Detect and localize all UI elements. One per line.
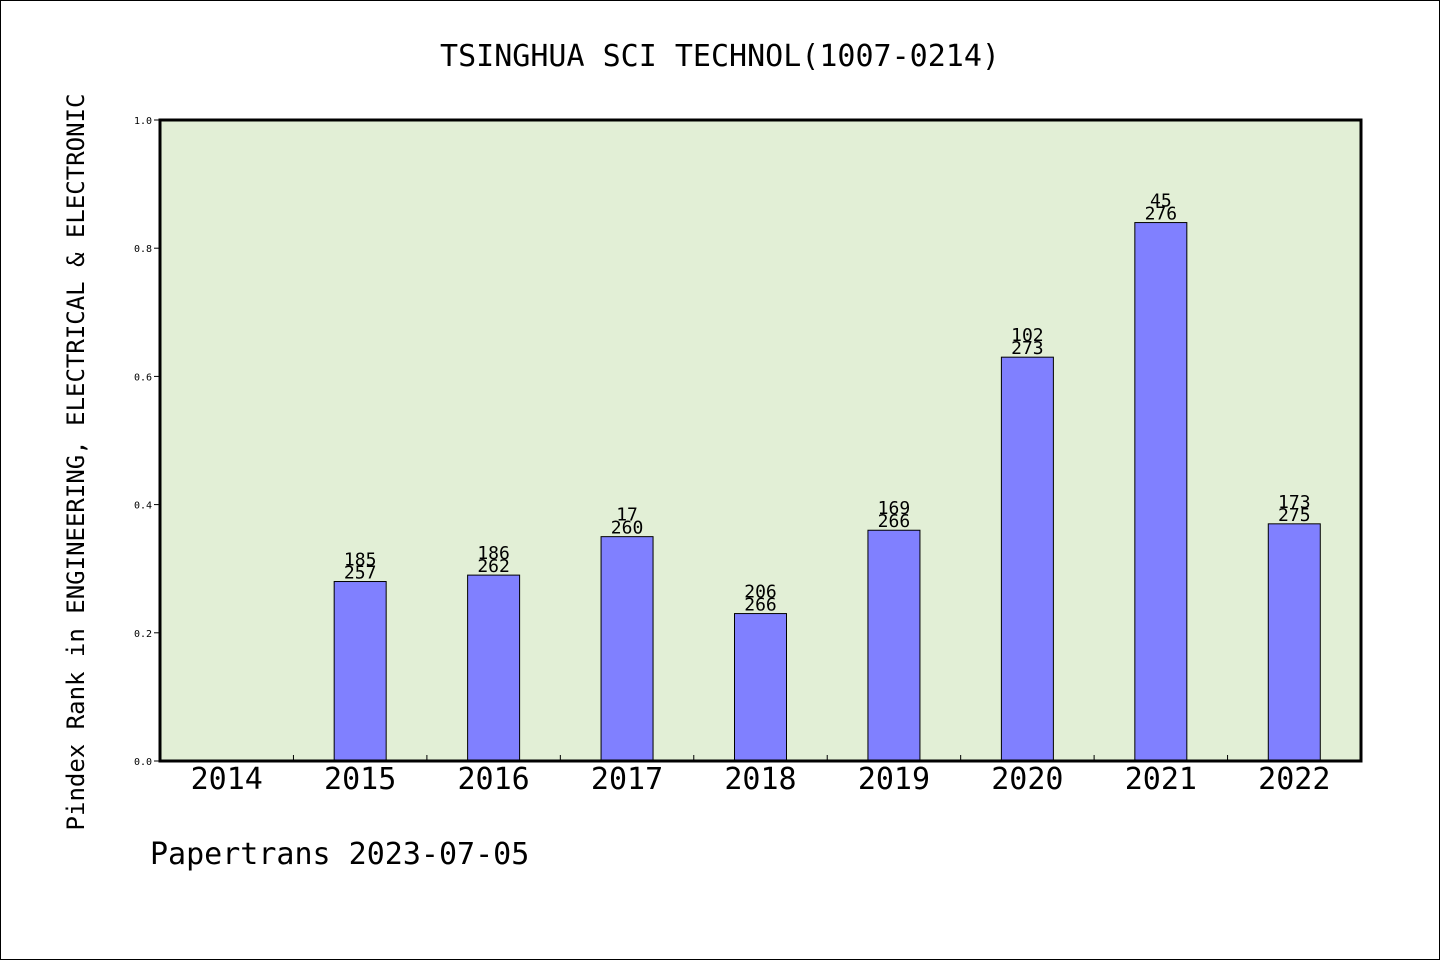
bar-2015 <box>333 581 387 762</box>
footer-credit: Papertrans 2023-07-05 <box>150 837 529 872</box>
y-tick-label: 1.0 <box>134 116 152 127</box>
x-tick-label: 2020 <box>991 762 1063 797</box>
bars <box>333 222 1321 762</box>
bar-label-top: 186 <box>477 543 510 564</box>
bar-label-bottom: 276 <box>1145 204 1178 225</box>
x-tick-label: 2021 <box>1125 762 1197 797</box>
x-tick-label: 2019 <box>858 762 930 797</box>
y-tick-label: 0.6 <box>134 372 152 383</box>
bar-label-bottom: 273 <box>1011 338 1044 359</box>
chart-title: TSINGHUA SCI TECHNOL(1007-0214) <box>440 39 1000 74</box>
axis-ticks: 0.0 0.2 0.4 0.6 0.8 1.0 2014 2015 2016 2017 2018 20… <box>134 116 1330 797</box>
x-tick-label: 2015 <box>324 762 396 797</box>
x-tick-label: 2017 <box>591 762 663 797</box>
bar-label-top: 17 <box>616 505 638 526</box>
x-tick-label: 2022 <box>1258 762 1330 797</box>
bar-label-top: 185 <box>344 550 377 571</box>
bar-label-top: 206 <box>744 582 777 603</box>
bar-label-bottom: 266 <box>744 595 777 616</box>
bar-2021 <box>1134 222 1188 762</box>
bar-label-bottom: 257 <box>344 563 377 584</box>
y-tick-label: 0.8 <box>134 244 152 255</box>
x-tick-label: 2018 <box>724 762 796 797</box>
bar-2017 <box>600 536 654 762</box>
bar-label-bottom: 266 <box>878 511 911 532</box>
y-tick-label: 0.2 <box>134 629 152 640</box>
bar-label-top: 173 <box>1278 492 1311 513</box>
bar-2016 <box>467 574 521 762</box>
y-tick-label: 0.0 <box>134 757 152 768</box>
bar-2019 <box>867 529 921 762</box>
y-axis-label: Pindex Rank in ENGINEERING, ELECTRICAL &… <box>62 94 90 831</box>
plot-border <box>158 118 1363 763</box>
x-tick-label: 2016 <box>457 762 529 797</box>
x-tick-label: 2014 <box>191 762 263 797</box>
y-tick-label: 0.4 <box>134 501 152 512</box>
bar-label-bottom: 275 <box>1278 505 1311 526</box>
bar-label-top: 169 <box>878 498 911 519</box>
data-labels: 1852571862621726020626616926610227345276… <box>344 191 1311 616</box>
bar-label-bottom: 262 <box>477 556 510 577</box>
bar-label-top: 102 <box>1011 325 1044 346</box>
bar-label-bottom: 260 <box>611 518 644 539</box>
bar-label-top: 45 <box>1150 191 1172 212</box>
bar-2022 <box>1267 523 1321 762</box>
bar-2020 <box>1000 356 1054 762</box>
bar-2018 <box>734 613 787 762</box>
